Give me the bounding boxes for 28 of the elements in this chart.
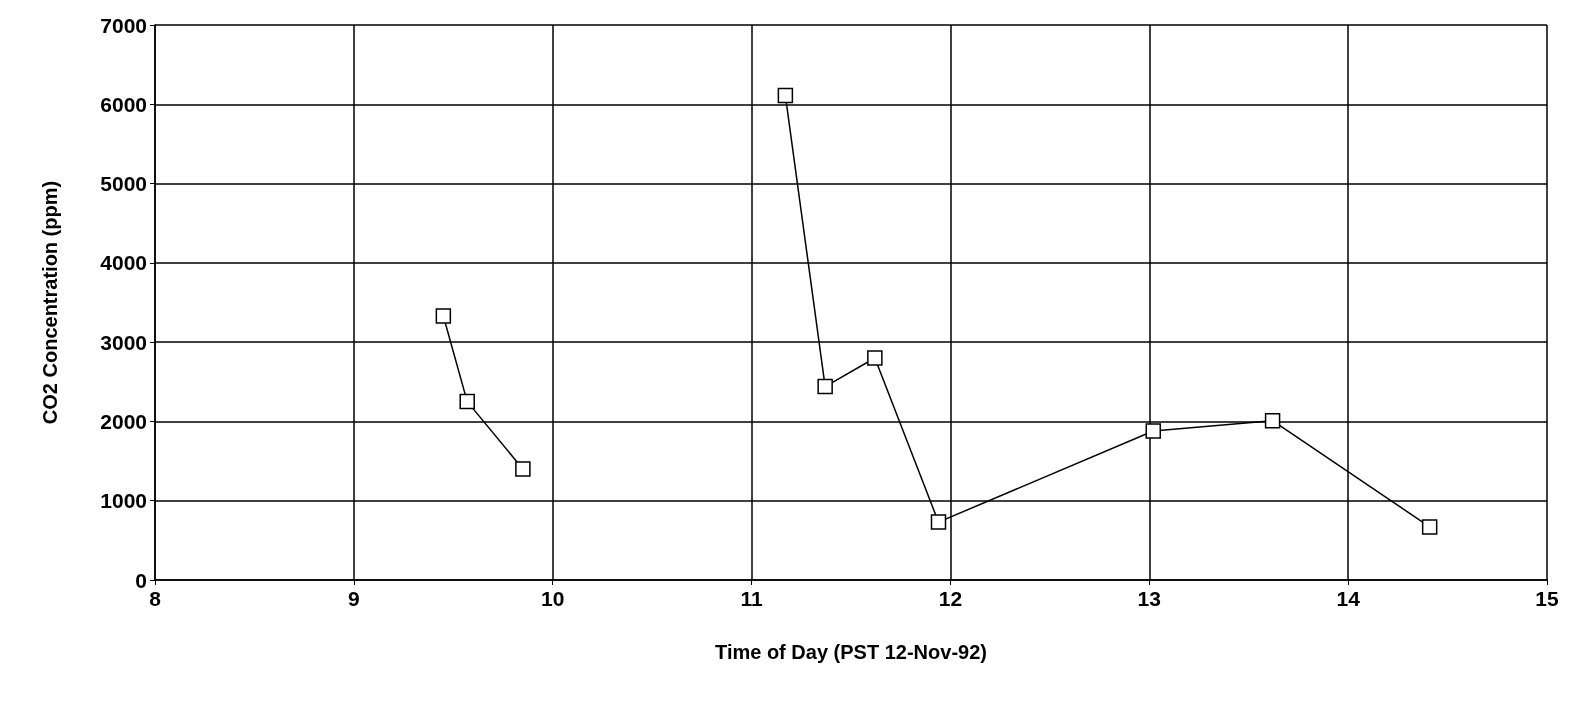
point (777, 87, 794, 104)
point (1145, 423, 1162, 439)
x-tick-label: 12 (938, 587, 963, 610)
point (515, 461, 531, 477)
x-tick-label: 9 (348, 587, 360, 610)
point (435, 308, 452, 324)
point (1264, 412, 1281, 429)
y-tick-label: 5000 (100, 172, 147, 196)
y-tick-label: 7000 (100, 13, 147, 37)
y-tick-label: 6000 (100, 92, 147, 116)
y-tick-label: 3000 (100, 330, 147, 354)
point (459, 393, 475, 410)
point (867, 350, 883, 366)
y-tick-label: 4000 (100, 251, 147, 275)
x-tick-label: 15 (1535, 587, 1559, 610)
point (930, 514, 947, 530)
x-tick-label: 8 (149, 587, 162, 610)
x-tick-label: 11 (740, 587, 763, 610)
x-tick-label: 10 (541, 587, 565, 610)
y-tick-label: 2000 (100, 409, 147, 433)
x-tick-label: 14 (1336, 587, 1361, 610)
y-tick-label: 0 (135, 568, 147, 592)
x-tick-label: 13 (1137, 587, 1161, 610)
y-tick-label: 1000 (100, 489, 147, 513)
x-axis-title: Time of Day (PST 12-Nov-92) (715, 641, 987, 663)
point (1421, 519, 1438, 535)
point (817, 378, 833, 395)
y-axis-title: CO2 Concentration (ppm) (39, 180, 61, 425)
